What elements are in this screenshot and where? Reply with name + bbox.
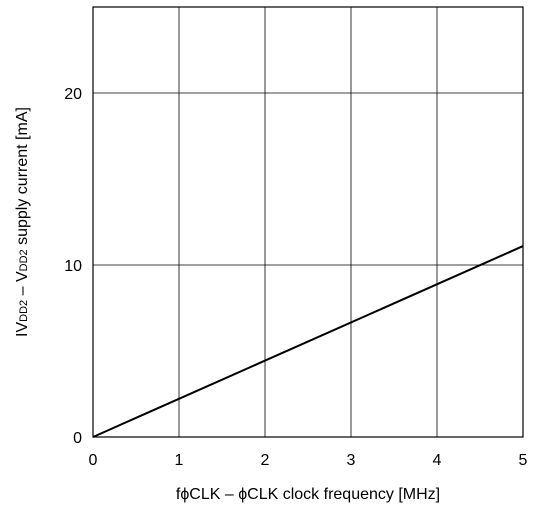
y-tick-label: 10 <box>64 258 82 275</box>
y-tick-label: 0 <box>73 430 82 447</box>
x-axis-label: fϕCLK – ϕCLK clock frequency [MHz] <box>176 486 440 503</box>
y-axis-label-sub1: DD2 <box>18 300 30 322</box>
x-tick-label: 4 <box>433 452 442 469</box>
y-axis-label-prefix: IV <box>14 322 31 337</box>
x-tick-label: 2 <box>261 452 270 469</box>
x-tick-label: 5 <box>519 452 528 469</box>
series-line <box>92 245 524 438</box>
x-tick-label: 0 <box>89 452 98 469</box>
x-tick-label: 1 <box>175 452 184 469</box>
x-tick-labels: 0 1 2 3 4 5 <box>89 452 528 469</box>
y-axis-label-suffix: supply current [mA] <box>14 107 31 249</box>
y-axis-label-mid: – V <box>14 271 31 300</box>
grid <box>93 7 523 437</box>
plot-frame <box>92 6 524 438</box>
x-tick-label: 3 <box>347 452 356 469</box>
y-axis-label: IVDD2 – VDD2 supply current [mA] <box>14 107 31 337</box>
y-tick-labels: 0 10 20 <box>64 86 82 447</box>
y-tick-label: 20 <box>64 86 82 103</box>
y-axis-label-sub2: DD2 <box>18 249 30 271</box>
series-layer <box>92 245 524 438</box>
